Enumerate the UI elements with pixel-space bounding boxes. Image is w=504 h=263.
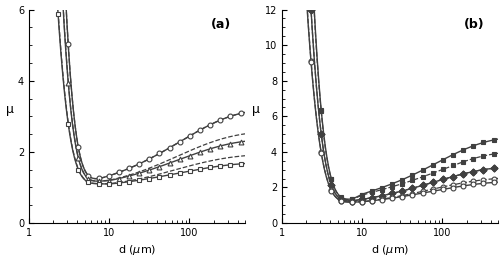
Text: (b): (b)	[464, 18, 484, 31]
X-axis label: d ($\mu$m): d ($\mu$m)	[371, 244, 409, 257]
Y-axis label: μ: μ	[6, 103, 14, 116]
Y-axis label: μ: μ	[253, 103, 260, 116]
X-axis label: d ($\mu$m): d ($\mu$m)	[118, 244, 156, 257]
Text: (a): (a)	[211, 18, 231, 31]
